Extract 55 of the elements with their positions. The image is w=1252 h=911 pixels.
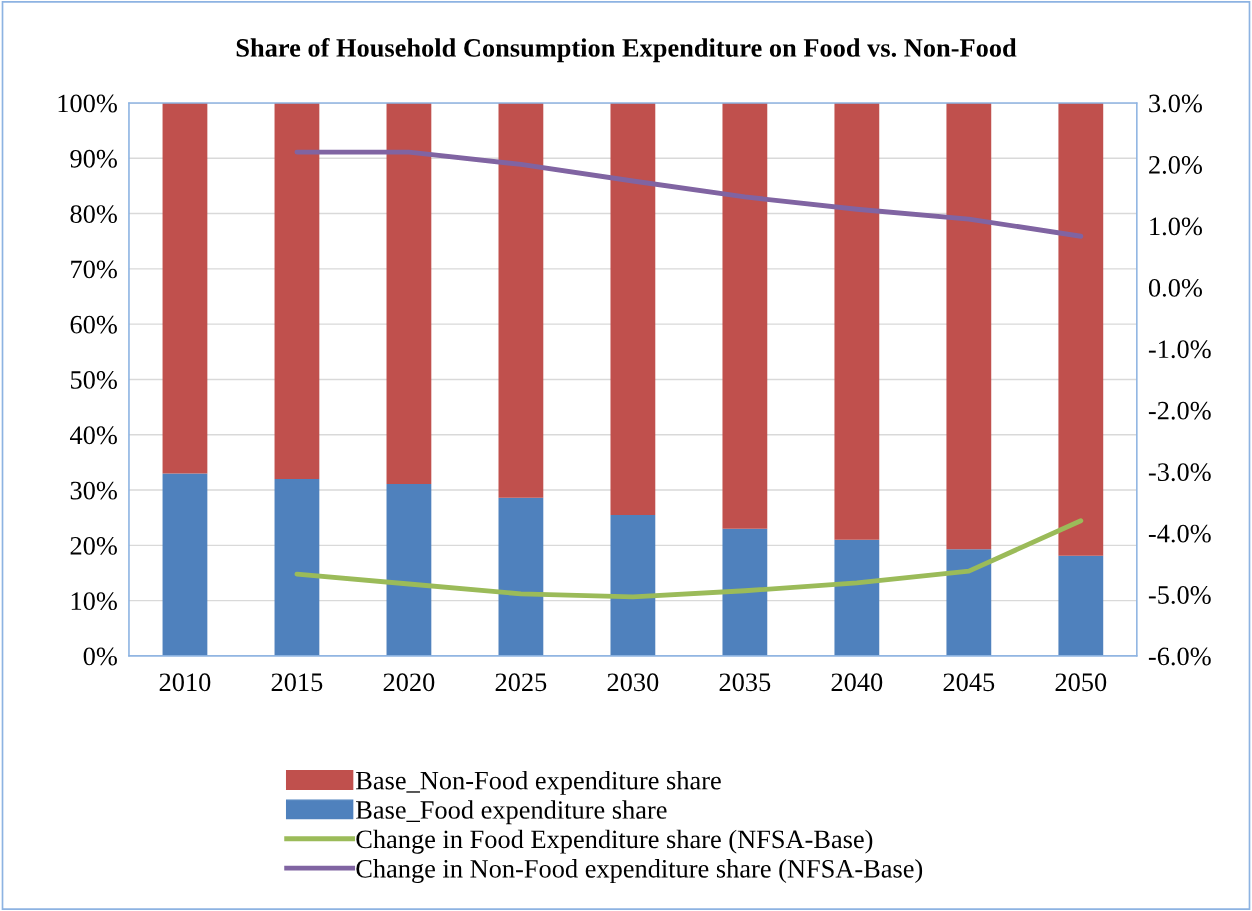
bar [162,102,208,474]
legend-label: Base_Non-Food expenditure share [356,770,721,795]
bar [722,102,768,529]
bar [946,102,992,550]
y2-tick-label: -2.0% [1148,401,1211,420]
y2-tick-label: 2.0% [1149,155,1202,174]
y-tick-label: 40% [69,426,117,445]
y-tick-label: 20% [70,536,117,555]
y2-tick-label: 1.0% [1150,217,1202,236]
y2-tick-label: -4.0% [1148,524,1211,543]
bar [274,102,320,479]
x-tick-label: 2040 [831,673,883,692]
bar [498,497,544,656]
x-tick-label: 2035 [719,673,771,692]
y-tick-label: 100% [58,94,117,113]
bar [1058,555,1104,656]
bar [722,528,768,656]
x-tick-label: 2010 [159,673,211,692]
y-tick-label: 60% [70,315,117,334]
y-tick-label: 10% [71,592,117,611]
x-tick-label: 2045 [943,673,995,692]
bar [162,473,208,656]
bar [386,483,432,656]
chart-title: Share of Household Consumption Expenditure on Food vs. Non-Food [236,38,1017,63]
line-series [294,518,1084,600]
bar [834,539,880,656]
y2-tick-label: 3.0% [1149,94,1202,113]
x-tick-label: 2030 [607,673,659,692]
legend-label: Base_Food expenditure share [356,800,667,825]
legend-label: Change in Non-Food expenditure share (NFSA-Base) [356,859,923,884]
bar [1058,102,1104,556]
y-tick-label: 50% [71,371,117,389]
x-tick-label: 2025 [495,673,547,692]
y2-tick-label: -1.0% [1148,340,1211,359]
bar [610,102,656,515]
bar [946,549,992,656]
y-tick-label: 80% [70,205,117,224]
line-series [294,149,1084,239]
y-tick-label: 0% [83,647,117,666]
bar [610,514,656,656]
y2-tick-label: -6.0% [1148,647,1211,666]
y2-tick-label: 0.0% [1148,278,1202,297]
x-tick-label: 2050 [1055,673,1107,692]
x-tick-label: 2020 [383,673,435,692]
x-tick-label: 2015 [271,673,323,692]
y2-tick-label: -3.0% [1148,463,1211,482]
bar [498,102,544,498]
bar [386,102,432,484]
legend-label: Change in Food Expenditure share (NFSA-Base) [356,829,873,854]
y-tick-label: 90% [70,149,117,168]
y-tick-label: 30% [70,481,117,500]
bar [274,478,320,656]
y-tick-label: 70% [71,260,117,279]
y2-tick-label: -5.0% [1148,586,1211,605]
bar [834,102,880,540]
